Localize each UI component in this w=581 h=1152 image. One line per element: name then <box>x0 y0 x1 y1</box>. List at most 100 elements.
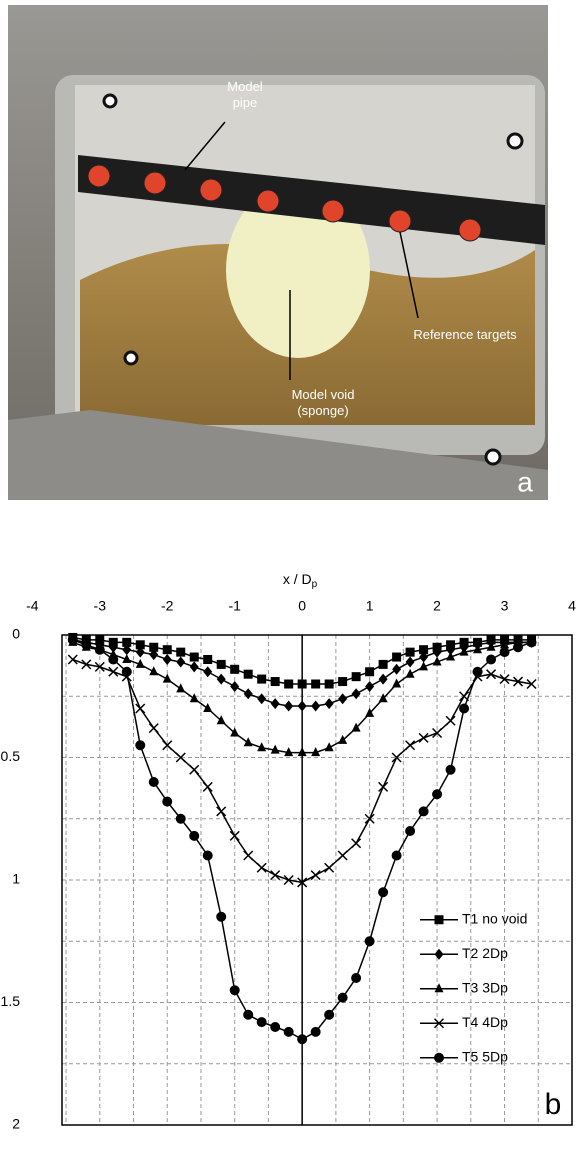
marker <box>324 1010 334 1020</box>
marker <box>473 667 483 677</box>
marker <box>338 677 347 686</box>
marker <box>352 839 361 848</box>
marker <box>406 741 415 750</box>
x-axis-title-main: x / D <box>283 571 312 587</box>
marker <box>406 656 415 667</box>
label-targets: Reference targets <box>413 327 517 342</box>
legend-label: T5 5Dp <box>462 1048 508 1064</box>
marker <box>136 704 145 713</box>
marker <box>297 1034 307 1044</box>
marker <box>311 1027 321 1037</box>
marker <box>311 871 320 880</box>
marker <box>203 703 212 712</box>
marker <box>298 680 307 689</box>
marker <box>435 949 444 960</box>
x-tick-label: 3 <box>501 598 509 614</box>
marker <box>270 1022 280 1032</box>
marker <box>325 863 334 872</box>
marker <box>217 807 226 816</box>
marker <box>351 973 361 983</box>
marker <box>405 826 415 836</box>
marker <box>338 735 347 744</box>
marker <box>230 665 239 674</box>
marker <box>392 851 402 861</box>
marker <box>419 806 429 816</box>
marker <box>95 645 105 655</box>
marker <box>189 831 199 841</box>
marker <box>392 653 401 662</box>
panel-label: b <box>545 1088 562 1121</box>
marker <box>203 782 212 791</box>
marker <box>435 915 444 924</box>
marker <box>352 688 361 699</box>
label-line: Model <box>227 79 263 94</box>
label-line: pipe <box>233 95 258 110</box>
photo <box>8 5 548 500</box>
y-tick-label: 0.5 <box>1 748 21 764</box>
marker <box>149 777 159 787</box>
label-line: Model void <box>292 387 355 402</box>
marker <box>325 698 334 709</box>
marker <box>230 728 239 737</box>
x-tick-label: -4 <box>26 598 39 614</box>
marker <box>284 1027 294 1037</box>
y-tick-label: 0 <box>12 626 20 642</box>
x-tick-label: 1 <box>366 598 374 614</box>
marker <box>244 688 253 699</box>
marker <box>271 871 280 880</box>
marker <box>257 863 266 872</box>
marker <box>163 654 172 665</box>
marker <box>217 660 226 669</box>
marker <box>527 637 537 647</box>
marker <box>176 656 185 667</box>
page: {"photo": {"labels": {"pipe": ["Model", … <box>0 0 581 1147</box>
y-tick-label: 1.5 <box>1 993 21 1009</box>
marker <box>244 670 253 679</box>
marker <box>338 993 348 1003</box>
marker <box>203 851 213 861</box>
marker <box>365 681 374 692</box>
marker <box>392 679 401 688</box>
marker <box>446 765 456 775</box>
marker <box>406 648 415 657</box>
legend-label: T3 3Dp <box>462 979 508 995</box>
marker <box>513 642 523 652</box>
marker <box>392 664 401 675</box>
marker <box>257 1017 267 1027</box>
marker <box>257 675 266 684</box>
marker <box>432 789 442 799</box>
marker <box>135 740 145 750</box>
marker <box>435 983 444 992</box>
x-tick-label: 4 <box>568 598 576 614</box>
marker <box>176 648 185 657</box>
marker <box>500 647 510 657</box>
marker <box>365 936 375 946</box>
marker <box>108 655 118 665</box>
marker <box>378 887 388 897</box>
x-axis-title: x / Dp <box>283 571 318 590</box>
marker <box>163 645 172 654</box>
marker <box>338 851 347 860</box>
marker <box>298 701 307 712</box>
marker <box>176 683 185 692</box>
marker <box>434 1053 444 1063</box>
marker <box>338 693 347 704</box>
marker <box>486 655 496 665</box>
marker <box>230 985 240 995</box>
label-line: Reference targets <box>413 327 517 342</box>
marker <box>284 701 293 712</box>
marker <box>68 655 77 664</box>
marker <box>68 635 78 645</box>
marker <box>203 666 212 677</box>
marker <box>230 681 239 692</box>
marker <box>379 660 388 669</box>
label-line: (sponge) <box>297 403 348 418</box>
x-tick-label: -1 <box>228 598 241 614</box>
marker <box>109 667 118 676</box>
marker <box>379 674 388 685</box>
marker <box>257 693 266 704</box>
marker <box>190 653 199 662</box>
panel-label: a <box>517 466 533 497</box>
marker <box>311 680 320 689</box>
x-tick-label: 2 <box>433 598 441 614</box>
